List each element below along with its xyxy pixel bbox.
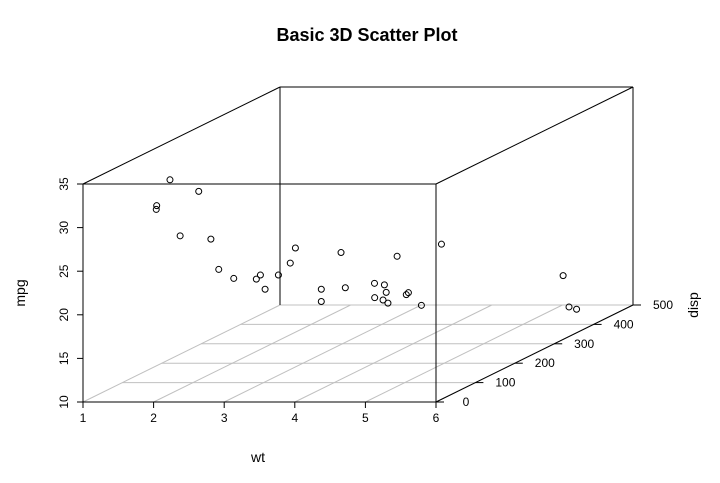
point — [207, 235, 215, 243]
y-axis-label: disp — [685, 292, 701, 318]
x-tick-label: 4 — [291, 411, 298, 425]
y-tick-label: 200 — [535, 356, 555, 370]
z-axis-label: mpg — [12, 279, 28, 306]
grid-line — [294, 304, 493, 403]
point — [252, 275, 260, 283]
box-edge — [435, 304, 634, 403]
point — [341, 284, 349, 292]
point — [317, 285, 325, 293]
point — [152, 205, 160, 213]
y-tick-label: 0 — [463, 395, 470, 409]
point — [286, 259, 294, 267]
point — [559, 272, 567, 280]
x-axis-label: wt — [250, 449, 265, 465]
x-tick-label: 5 — [362, 411, 369, 425]
point — [565, 303, 573, 311]
y-tick-label: 100 — [495, 376, 515, 390]
point — [261, 285, 269, 293]
grid-line — [223, 304, 422, 403]
point — [404, 289, 412, 297]
point — [371, 294, 379, 302]
z-tick-label: 15 — [57, 351, 71, 365]
z-tick-label: 10 — [57, 395, 71, 409]
x-tick-label: 1 — [80, 411, 87, 425]
x-tick-label: 3 — [221, 411, 228, 425]
z-tick-label: 20 — [57, 308, 71, 322]
x-tick-label: 6 — [433, 411, 440, 425]
z-tick-label: 25 — [57, 264, 71, 278]
z-tick-label: 35 — [57, 177, 71, 191]
point — [317, 297, 325, 305]
point — [337, 249, 345, 257]
point — [437, 240, 445, 248]
point — [256, 271, 264, 279]
y-tick-label: 400 — [614, 317, 634, 331]
point — [379, 296, 387, 304]
point — [176, 232, 184, 240]
z-tick-label: 30 — [57, 221, 71, 235]
point — [370, 279, 378, 287]
point — [153, 202, 161, 210]
y-tick-label: 500 — [653, 298, 673, 312]
point — [393, 252, 401, 260]
grid-line — [153, 304, 351, 403]
grid-line — [365, 304, 563, 403]
point — [573, 305, 581, 313]
box-edge — [82, 86, 281, 185]
box-edge — [435, 86, 634, 185]
point — [274, 271, 282, 279]
point — [291, 244, 299, 252]
point — [384, 299, 392, 307]
point — [230, 274, 238, 282]
chart-title: Basic 3D Scatter Plot — [276, 25, 457, 45]
point — [380, 281, 388, 289]
point — [417, 301, 425, 309]
point — [215, 265, 223, 273]
point — [402, 291, 410, 299]
point — [166, 176, 174, 184]
grid-line — [82, 304, 281, 403]
x-tick-label: 2 — [150, 411, 157, 425]
point — [195, 187, 203, 195]
point — [382, 288, 390, 296]
y-tick-label: 300 — [574, 337, 594, 351]
